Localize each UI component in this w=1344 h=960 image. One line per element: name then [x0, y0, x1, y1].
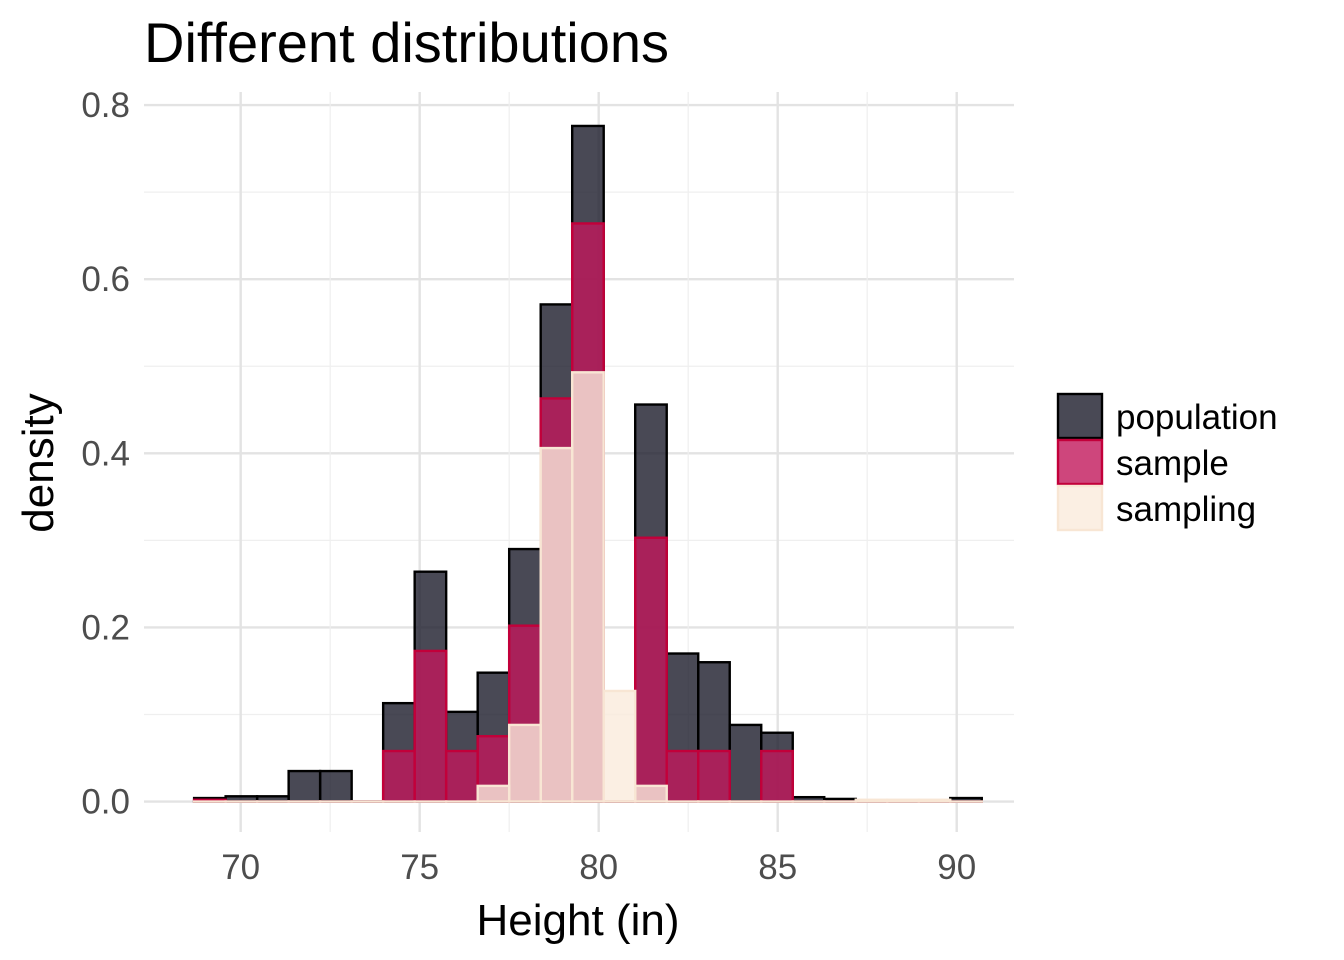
x-tick-label: 80	[579, 848, 618, 887]
bar-sample-15	[665, 749, 700, 803]
bar-sampling-9	[476, 784, 511, 803]
series-sampling	[192, 371, 983, 803]
x-tick-label: 90	[937, 848, 976, 887]
y-tick-labels: 0.0 0.2 0.4 0.6 0.8	[81, 86, 130, 821]
chart-title: Different distributions	[144, 11, 669, 74]
bar-sample-18	[760, 749, 794, 803]
y-tick-label: 0.6	[81, 260, 130, 299]
x-tick-labels: 70 75 80 85 90	[221, 848, 976, 887]
bar-sample-6	[381, 749, 416, 803]
bars	[192, 124, 983, 803]
bar-sampling-13	[602, 689, 637, 803]
legend-label-sample: sample	[1116, 444, 1229, 483]
bar-sampling-22	[886, 798, 920, 803]
x-tick-label: 85	[758, 848, 797, 887]
bar-sampling-21	[854, 798, 889, 803]
bar-sampling-12	[570, 371, 605, 803]
y-tick-label: 0.2	[81, 608, 130, 647]
legend-label-population: population	[1116, 398, 1278, 437]
bar-sampling-10	[507, 723, 542, 803]
bar-sample-8	[444, 749, 479, 803]
legend: population sample sampling	[1056, 392, 1278, 532]
x-tick-label: 75	[400, 848, 439, 887]
legend-label-sampling: sampling	[1116, 490, 1256, 529]
y-tick-label: 0.0	[81, 783, 130, 822]
bar-sample-16	[697, 749, 731, 803]
y-tick-label: 0.4	[81, 434, 130, 473]
y-tick-label: 0.8	[81, 86, 130, 125]
x-axis-label: Height (in)	[477, 896, 680, 945]
bar-sample-14	[634, 536, 668, 803]
bar-population-17	[728, 723, 763, 803]
bar-population-4	[318, 769, 353, 803]
x-tick-label: 70	[221, 848, 260, 887]
bar-sample-7	[413, 649, 448, 803]
legend-key-sampling	[1056, 484, 1104, 532]
bar-sampling-23	[917, 798, 952, 803]
bar-sampling-11	[539, 446, 574, 803]
bar-sampling-14	[634, 784, 668, 803]
y-axis-label: density	[14, 393, 63, 532]
legend-key-sample	[1056, 438, 1104, 486]
bar-population-3	[287, 769, 322, 803]
legend-key-population	[1056, 392, 1104, 440]
